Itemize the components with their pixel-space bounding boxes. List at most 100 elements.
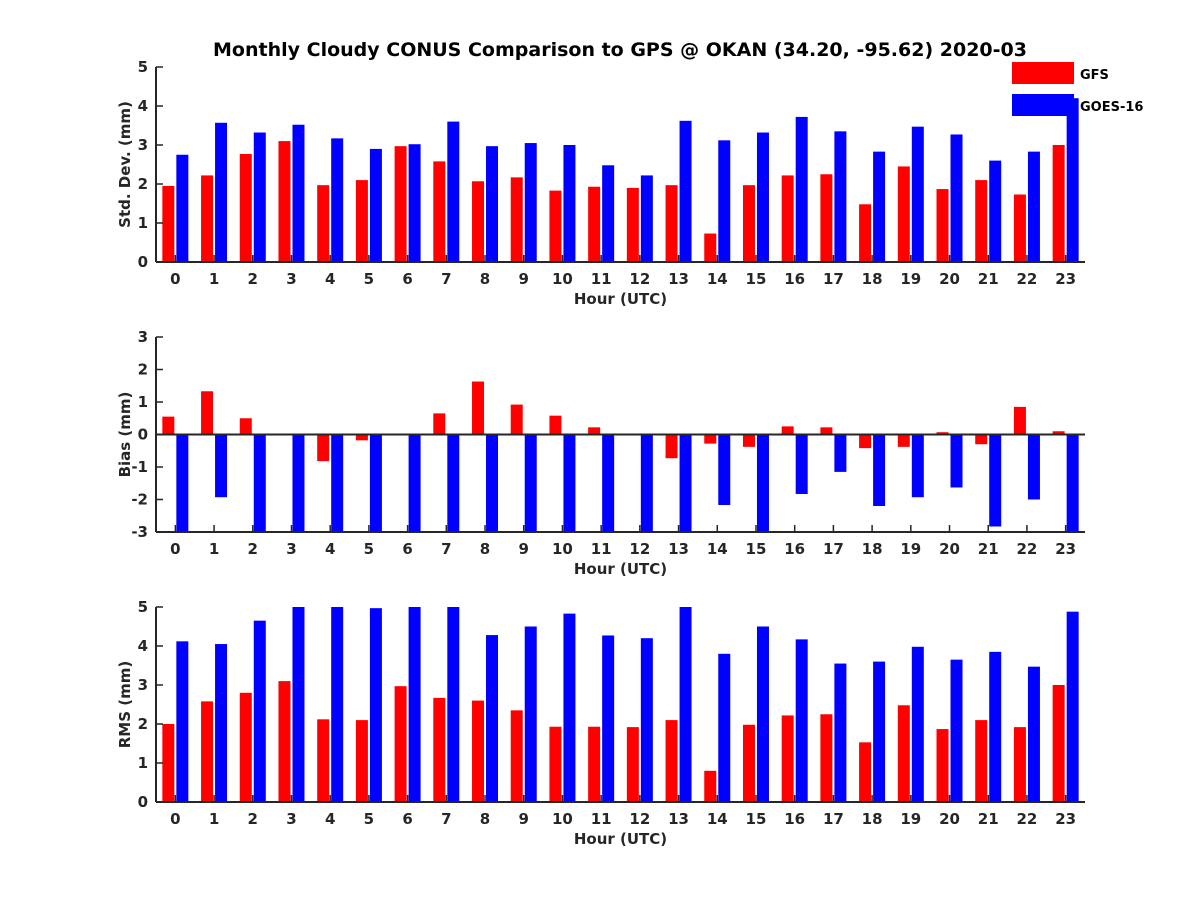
bar-gfs-18	[859, 434, 872, 449]
x-tick-label: 7	[441, 540, 451, 558]
bar-gfs-23	[1052, 145, 1065, 262]
bar-gfs-8	[472, 381, 485, 435]
y-tick-label: 4	[138, 637, 148, 655]
x-tick-label: 9	[519, 810, 529, 828]
bar-goes16-14	[718, 434, 731, 506]
y-tick-label: 1	[138, 214, 148, 232]
x-tick-label: 17	[823, 270, 844, 288]
bar-goes16-18	[873, 434, 886, 506]
x-tick-label: 19	[900, 810, 921, 828]
x-tick-label: 7	[441, 810, 451, 828]
bar-gfs-12	[626, 727, 639, 802]
bar-gfs-12	[626, 187, 639, 262]
x-tick-label: 6	[402, 810, 412, 828]
bar-gfs-23	[1052, 431, 1065, 435]
x-tick-label: 1	[209, 540, 219, 558]
x-tick-label: 0	[170, 540, 180, 558]
y-tick-label: 2	[138, 715, 148, 733]
x-tick-label: 20	[939, 540, 960, 558]
bar-goes16-2	[253, 434, 266, 532]
bar-goes16-22	[1027, 151, 1040, 262]
x-tick-label: 16	[784, 810, 805, 828]
x-tick-label: 20	[939, 270, 960, 288]
bar-goes16-21	[989, 651, 1002, 802]
bar-goes16-20	[950, 659, 963, 802]
bar-goes16-15	[756, 626, 769, 802]
bar-goes16-6	[408, 434, 421, 532]
bar-goes16-8	[486, 635, 499, 802]
bar-goes16-4	[331, 607, 344, 802]
x-tick-label: 0	[170, 270, 180, 288]
bar-goes16-1	[215, 122, 228, 263]
bar-goes16-12	[640, 175, 653, 262]
bar-goes16-19	[911, 646, 924, 802]
y-tick-label: 0	[138, 793, 148, 811]
x-tick-label: 16	[784, 270, 805, 288]
bar-gfs-15	[742, 434, 755, 447]
bar-goes16-18	[873, 151, 886, 262]
bar-goes16-3	[292, 124, 305, 262]
bar-gfs-23	[1052, 685, 1065, 802]
x-tick-label: 3	[286, 270, 296, 288]
bar-gfs-18	[859, 742, 872, 802]
x-tick-label: 17	[823, 810, 844, 828]
x-tick-label: 9	[519, 540, 529, 558]
x-tick-label: 10	[552, 810, 573, 828]
bar-gfs-9	[510, 404, 523, 435]
x-tick-label: 0	[170, 810, 180, 828]
bar-goes16-2	[253, 132, 266, 262]
bar-goes16-17	[834, 131, 847, 262]
bar-gfs-0	[162, 185, 175, 262]
bar-gfs-3	[278, 141, 291, 262]
y-axis-label: Bias (mm)	[116, 392, 134, 478]
x-tick-label: 21	[978, 810, 999, 828]
bar-gfs-21	[975, 180, 988, 262]
y-tick-label: 0	[138, 253, 148, 271]
bar-goes16-22	[1027, 434, 1040, 500]
y-tick-label: -2	[131, 491, 148, 509]
bar-gfs-0	[162, 724, 175, 802]
bar-goes16-13	[679, 607, 692, 802]
bar-gfs-17	[820, 174, 833, 262]
bar-goes16-14	[718, 140, 731, 262]
x-tick-label: 19	[900, 540, 921, 558]
x-tick-label: 14	[707, 540, 728, 558]
bar-gfs-6	[394, 146, 407, 262]
x-tick-label: 15	[746, 540, 767, 558]
bar-gfs-14	[704, 233, 717, 262]
y-tick-label: 5	[138, 58, 148, 76]
y-tick-label: 3	[138, 328, 148, 346]
bar-gfs-14	[704, 434, 717, 444]
bar-goes16-11	[602, 635, 615, 802]
y-axis-label: Std. Dev. (mm)	[116, 101, 134, 228]
bar-goes16-15	[756, 434, 769, 532]
bar-gfs-19	[897, 166, 910, 262]
bar-goes16-21	[989, 434, 1002, 527]
x-tick-label: 9	[519, 270, 529, 288]
bar-goes16-19	[911, 434, 924, 498]
bar-goes16-0	[176, 434, 189, 532]
bar-goes16-12	[640, 638, 653, 802]
bar-gfs-18	[859, 204, 872, 262]
bar-gfs-11	[588, 726, 601, 802]
bar-goes16-11	[602, 165, 615, 262]
y-axis-label: RMS (mm)	[116, 661, 134, 748]
x-tick-label: 12	[629, 270, 650, 288]
x-tick-label: 1	[209, 270, 219, 288]
bar-gfs-20	[936, 729, 949, 802]
bar-goes16-23	[1066, 98, 1079, 262]
bar-goes16-8	[486, 434, 499, 532]
bar-goes16-4	[331, 434, 344, 532]
bar-gfs-15	[742, 724, 755, 802]
bar-goes16-10	[563, 613, 576, 802]
x-tick-label: 1	[209, 810, 219, 828]
bar-goes16-14	[718, 653, 731, 802]
bar-goes16-12	[640, 434, 653, 532]
x-tick-label: 11	[591, 270, 612, 288]
x-tick-label: 15	[746, 270, 767, 288]
x-tick-label: 23	[1055, 540, 1076, 558]
bar-goes16-5	[369, 434, 382, 532]
bar-goes16-10	[563, 145, 576, 262]
x-tick-label: 22	[1017, 810, 1038, 828]
